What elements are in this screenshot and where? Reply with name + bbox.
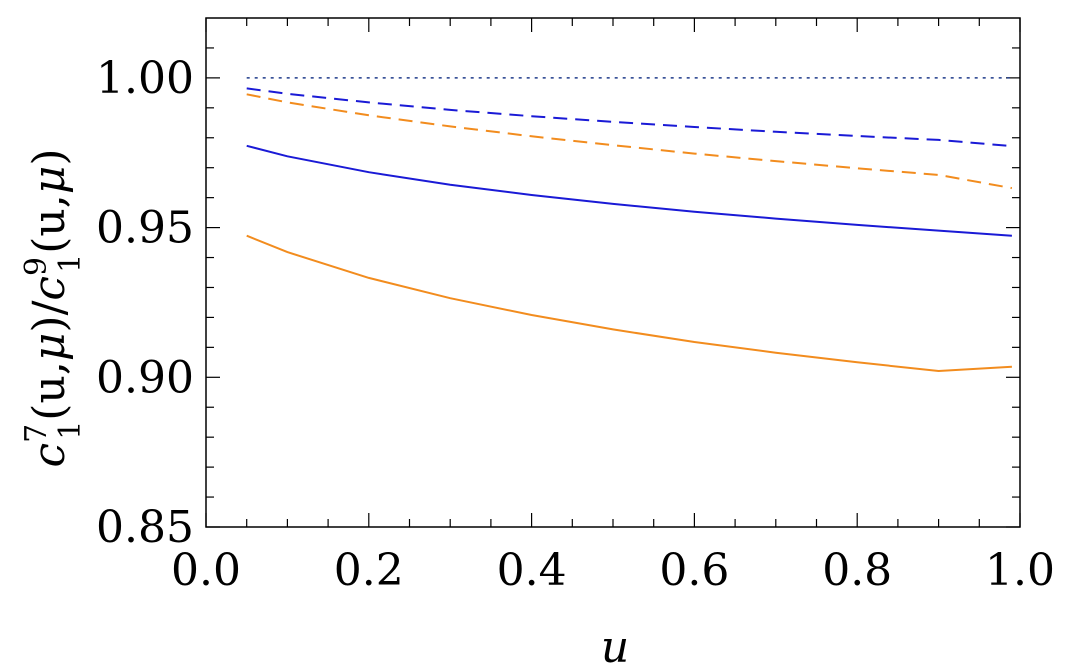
series-line-solid-3 [246, 144, 1012, 237]
tick-labels: 0.0 0.2 0.4 0.6 0.8 1.0 0.85 0.90 0.95 1.00 [96, 53, 1055, 596]
y-label-end: ) [24, 148, 75, 165]
y-tick-label: 1.00 [96, 53, 194, 104]
series-line-dashed-2 [246, 93, 1013, 190]
y-tick-label: 0.85 [96, 502, 194, 553]
y-label-sup9: 9 [19, 257, 54, 276]
x-tick-label: 0.2 [334, 545, 404, 596]
series-line-solid-4 [246, 234, 1012, 373]
svg-text:c71(u,μ)/c91(u,μ): c71(u,μ)/c91(u,μ) [19, 148, 88, 467]
y-label-sub1b: 1 [53, 254, 88, 273]
x-tick-label: 0.0 [171, 545, 241, 596]
x-tick-label: 1.0 [985, 545, 1055, 596]
x-tick-label: 0.8 [822, 545, 892, 596]
y-label-mid2: (u, [24, 194, 75, 254]
x-tick-label: 0.4 [497, 545, 567, 596]
y-label-mid: (u, [24, 361, 75, 421]
series-line-dashed-1 [246, 87, 1012, 148]
y-axis-label: c71(u,μ)/c91(u,μ) [19, 148, 88, 467]
y-label-close: )/ [24, 300, 75, 332]
y-tick-label: 0.95 [96, 203, 194, 254]
y-label-sub1a: 1 [53, 421, 88, 440]
y-label-c2: c [24, 276, 75, 301]
y-label-sup7: 7 [19, 424, 54, 443]
y-label-mu2: μ [24, 166, 75, 195]
y-tick-label: 0.90 [96, 352, 194, 403]
y-label-c1: c [24, 443, 75, 468]
y-label-mu1: μ [24, 333, 75, 362]
x-axis-label: u [601, 622, 629, 670]
series-layer [246, 77, 1013, 373]
x-tick-label: 0.6 [659, 545, 729, 596]
plot-frame [205, 17, 1021, 528]
